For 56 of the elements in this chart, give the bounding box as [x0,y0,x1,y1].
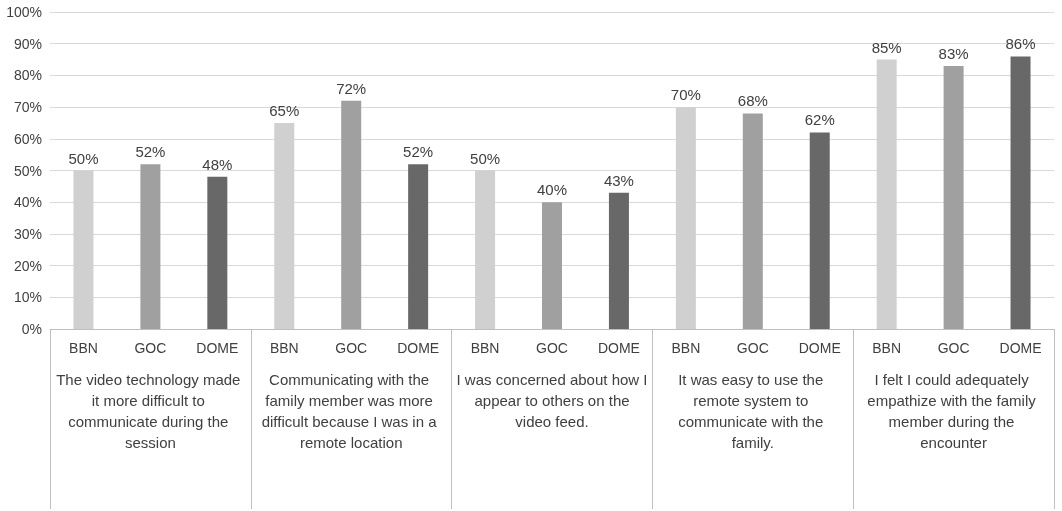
data-label: 40% [536,181,568,199]
y-tick-label: 0% [21,321,42,337]
text: DOME [597,340,640,356]
bar [809,132,830,329]
text: BBN [470,340,500,356]
y-tick-label: 90% [13,35,42,52]
y-tick-label: 50% [13,162,42,179]
bar [207,176,228,329]
x-tick-label: The video technology made it more difficult to communicate during the session [56,371,245,451]
data-label: 62% [804,111,835,129]
data-label: 52% [403,143,434,161]
text: DOME [397,340,440,356]
x-tick-label: Communicating with the family member was more difficult because I was in a remote location [261,371,441,451]
bar [742,113,763,329]
x-tick-label: I felt I could adequately empathize with the family member during the encounter [867,371,1040,451]
bar [608,192,629,329]
text: GOC [335,340,368,356]
y-tick-label: 80% [13,67,42,84]
y-tick-label: 100% [6,4,42,20]
bar [542,202,562,329]
x-tick-label: It was easy to use the remote system to communicate with the family. [678,371,828,451]
y-tick-label: 20% [13,257,42,274]
data-label: 72% [336,79,367,97]
y-tick-label: 10% [13,289,42,306]
text: BBN [872,340,902,356]
bar [1010,56,1031,329]
bar [943,65,964,329]
y-tick-label: 70% [13,99,42,116]
data-label: 43% [603,171,634,189]
x-tick-label: I was concerned about how I appear to others on the video feed. [456,371,648,430]
text: BBN [69,340,98,356]
data-label: 50% [68,149,99,167]
series-label: DOME [196,340,239,356]
text: GOC [134,340,167,356]
text: BBN [671,340,701,356]
bar [408,164,429,329]
bar [341,100,362,329]
text: DOME [798,340,841,356]
text: GOC [536,340,568,356]
y-tick-label: 60% [13,130,42,147]
data-label: 48% [202,155,233,173]
data-label: 85% [871,38,902,56]
data-label: 70% [670,86,701,104]
bar [140,164,161,329]
y-tick-label: 30% [13,225,42,242]
data-label: 50% [470,149,501,167]
series-label: BBN [269,340,299,356]
y-tick-label: 40% [13,194,42,211]
data-label: 68% [737,92,768,110]
text: GOC [937,340,970,356]
data-label: 83% [938,44,969,62]
data-label: 65% [269,101,300,119]
data-label: 86% [1005,35,1036,53]
data-label: 52% [135,143,166,161]
series-label: GOC [736,340,769,356]
text: DOME [999,340,1042,356]
